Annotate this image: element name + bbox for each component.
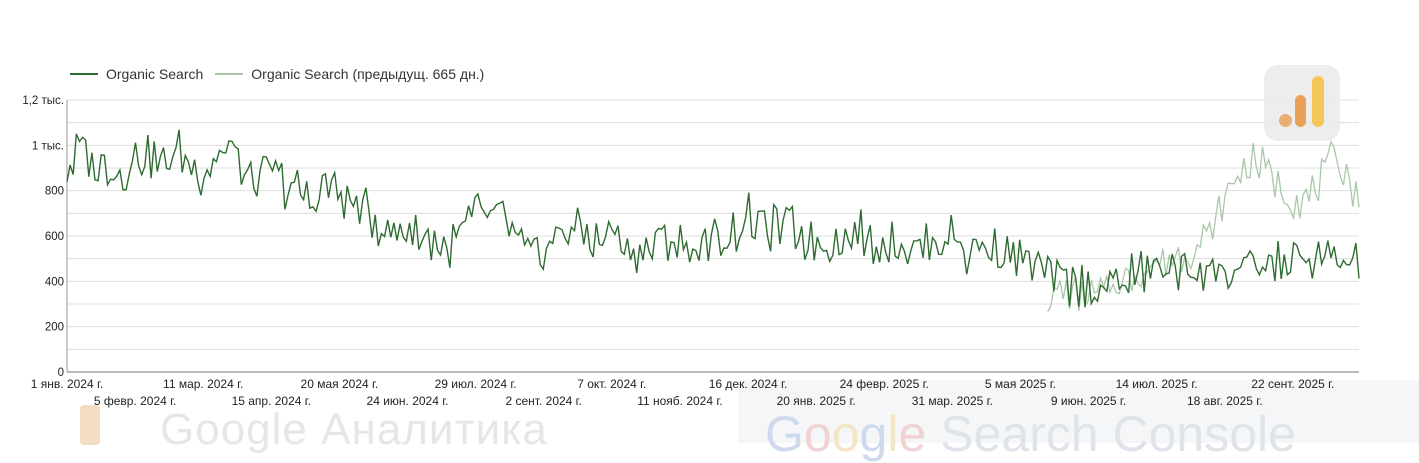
legend-item-current[interactable]: Organic Search: [70, 66, 203, 82]
y-tick-label: 400: [45, 276, 64, 288]
google-analytics-icon: [1264, 65, 1340, 141]
line-chart: 0 200 400 600 800 1 тыс. 1,2 тыс. 1 янв. 2024 г…: [22, 95, 1360, 408]
badge-bar-short: [1295, 95, 1306, 127]
legend-swatch-previous: [215, 73, 244, 75]
x-tick-label: 18 авг. 2025 г.: [1187, 394, 1263, 408]
x-tick-label: 29 июл. 2024 г.: [435, 377, 517, 391]
y-tick-label: 1,2 тыс.: [22, 95, 64, 107]
search-console-watermark-bg: [738, 380, 1419, 443]
legend-label-current: Organic Search: [106, 66, 204, 82]
y-tick-label: 0: [58, 367, 64, 379]
x-tick-label: 1 янв. 2024 г.: [31, 377, 103, 391]
series-line-previous: [1047, 139, 1360, 312]
x-tick-label: 2 сент. 2024 г.: [506, 394, 582, 408]
y-tick-label: 800: [45, 186, 64, 198]
y-tick-label: 600: [45, 231, 64, 243]
x-tick-label: 15 апр. 2024 г.: [232, 394, 311, 408]
series-line-current: [66, 129, 1360, 308]
x-tick-label: 16 дек. 2024 г.: [709, 377, 788, 391]
x-tick-label: 14 июл. 2025 г.: [1116, 377, 1198, 391]
legend-swatch-current: [70, 73, 98, 75]
x-tick-label: 7 окт. 2024 г.: [577, 377, 646, 391]
x-tick-label: 9 июн. 2025 г.: [1051, 394, 1126, 408]
x-tick-label: 11 нояб. 2024 г.: [637, 394, 722, 408]
y-tick-label: 1 тыс.: [32, 140, 64, 152]
x-tick-label: 11 мар. 2024 г.: [163, 377, 243, 391]
x-tick-label: 5 февр. 2024 г.: [94, 394, 177, 408]
x-tick-label: 5 мая 2025 г.: [985, 377, 1056, 391]
x-tick-label: 20 янв. 2025 г.: [777, 394, 856, 408]
analytics-logo-icon: [80, 405, 100, 445]
y-tick-label: 200: [45, 322, 64, 334]
legend-item-previous[interactable]: Organic Search (предыдущ. 665 дн.): [215, 66, 484, 82]
legend-label-previous: Organic Search (предыдущ. 665 дн.): [251, 66, 485, 82]
x-tick-label: 20 мая 2024 г.: [301, 377, 379, 391]
x-tick-label: 31 мар. 2025 г.: [912, 394, 993, 408]
x-tick-label: 22 сент. 2025 г.: [1251, 377, 1334, 391]
badge-dot: [1279, 114, 1292, 127]
x-tick-label: 24 июн. 2024 г.: [367, 394, 449, 408]
badge-bar-tall: [1312, 76, 1324, 127]
chart-legend: Organic Search Organic Search (предыдущ.…: [70, 66, 484, 82]
x-tick-label: 24 февр. 2025 г.: [840, 377, 929, 391]
